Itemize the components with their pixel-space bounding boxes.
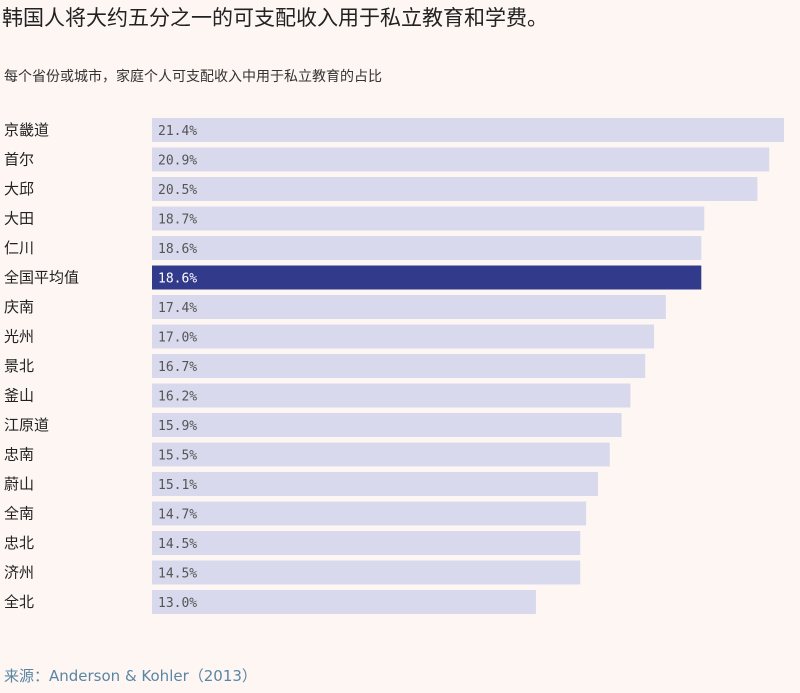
source-note: 来源：Anderson & Kohler（2013） [4, 667, 257, 685]
data-label: 21.4% [158, 124, 197, 139]
bar [152, 590, 536, 614]
data-label: 18.7% [158, 213, 197, 228]
category-label: 全北 [4, 593, 34, 611]
data-label: 14.5% [158, 537, 197, 552]
bar [152, 560, 581, 585]
bar [152, 147, 770, 172]
data-label: 15.1% [158, 478, 197, 493]
bar [152, 383, 631, 408]
category-label: 大邱 [4, 180, 34, 198]
bar [152, 354, 646, 378]
bar [152, 118, 784, 142]
category-label: 济州 [4, 564, 34, 582]
data-label: 20.9% [158, 154, 197, 169]
category-label: 全南 [4, 505, 34, 523]
bar [152, 442, 610, 467]
category-label: 大田 [4, 210, 34, 228]
bar [152, 413, 622, 437]
category-label: 景北 [4, 357, 34, 375]
category-label: 仁川 [4, 239, 34, 257]
category-label: 庆南 [4, 298, 34, 316]
data-label: 14.7% [158, 508, 197, 523]
bar [152, 177, 758, 201]
bar [152, 501, 587, 526]
category-label: 光州 [4, 328, 34, 346]
category-label: 忠北 [4, 534, 34, 552]
data-label: 18.6% [158, 272, 197, 287]
data-label: 15.9% [158, 419, 197, 434]
bar [152, 236, 702, 260]
data-label: 16.2% [158, 390, 197, 405]
chart-subtitle: 每个省份或城市，家庭个人可支配收入中用于私立教育的占比 [4, 69, 382, 85]
category-label: 京畿道 [4, 121, 49, 139]
category-label: 釜山 [4, 387, 34, 405]
bar [152, 295, 666, 319]
category-label: 江原道 [4, 416, 49, 434]
data-label: 17.0% [158, 331, 197, 346]
data-label: 20.5% [158, 183, 197, 198]
category-label: 全国平均值 [4, 269, 79, 287]
bar [152, 531, 581, 555]
category-label: 首尔 [4, 151, 34, 169]
data-label: 14.5% [158, 567, 197, 582]
data-label: 18.6% [158, 242, 197, 257]
data-label: 17.4% [158, 301, 197, 316]
data-label: 16.7% [158, 360, 197, 375]
bar [152, 265, 702, 290]
bar [152, 206, 705, 231]
data-label: 13.0% [158, 596, 197, 611]
bar [152, 324, 655, 349]
category-label: 忠南 [4, 446, 34, 464]
data-label: 15.5% [158, 449, 197, 464]
chart-title: 韩国人将大约五分之一的可支配收入用于私立教育和学费。 [2, 6, 548, 30]
category-label: 蔚山 [4, 475, 34, 493]
bar [152, 472, 598, 496]
